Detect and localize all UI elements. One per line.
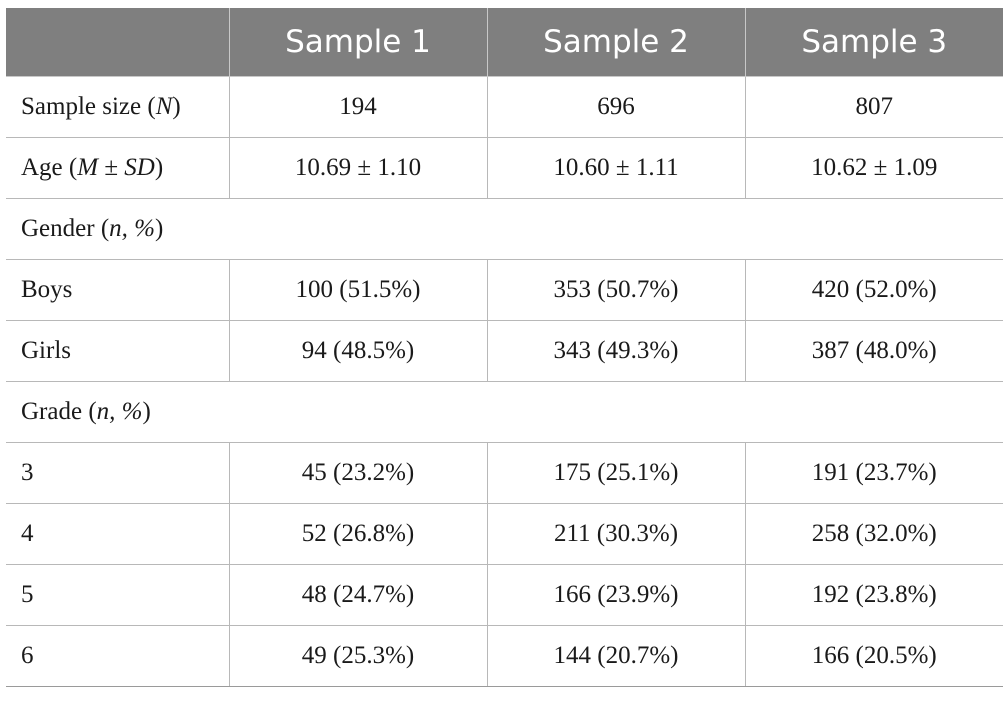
cell-value: 10.60 ± 1.11: [486, 137, 746, 199]
cell-value: 52 (26.8%): [228, 503, 488, 565]
cell-value: 144 (20.7%): [486, 625, 746, 687]
cell-value: 696: [486, 76, 746, 138]
section-label-grade: Grade (n, %): [6, 381, 1003, 443]
table-row-grade-section: Grade (n, %): [6, 381, 1003, 443]
label-text: Gender (: [21, 215, 110, 242]
table-row-girls: Girls 94 (48.5%) 343 (49.3%) 387 (48.0%): [6, 320, 1003, 382]
label-text: ): [154, 215, 164, 242]
cell-value: 194: [228, 76, 488, 138]
cell-value: 45 (23.2%): [228, 442, 488, 504]
row-label-girls: Girls: [6, 320, 230, 382]
table-row-grade-3: 3 45 (23.2%) 175 (25.1%) 191 (23.7%): [6, 442, 1003, 504]
cell-value: 175 (25.1%): [486, 442, 746, 504]
header-corner-cell: [6, 8, 230, 77]
header-sample-1: Sample 1: [228, 8, 488, 77]
cell-value: 343 (49.3%): [486, 320, 746, 382]
cell-value: 807: [744, 76, 1003, 138]
table-row-boys: Boys 100 (51.5%) 353 (50.7%) 420 (52.0%): [6, 259, 1003, 321]
row-label-grade-5: 5: [6, 564, 230, 626]
label-italic: n, %: [109, 215, 155, 242]
label-italic: M ± SD: [77, 154, 155, 181]
label-text: ): [142, 398, 151, 425]
label-text: ): [172, 93, 181, 120]
header-sample-3: Sample 3: [744, 8, 1003, 77]
row-label-sample-size: Sample size (N): [6, 76, 230, 138]
label-italic: n, %: [96, 398, 143, 425]
cell-value: 48 (24.7%): [228, 564, 488, 626]
cell-value: 353 (50.7%): [486, 259, 746, 321]
cell-value: 387 (48.0%): [744, 320, 1003, 382]
row-label-grade-6: 6: [6, 625, 230, 687]
label-italic: N: [155, 93, 173, 120]
section-label-gender: Gender (n, %): [6, 198, 1003, 260]
cell-value: 192 (23.8%): [744, 564, 1003, 626]
cell-value: 191 (23.7%): [744, 442, 1003, 504]
label-text: Sample size (: [21, 93, 156, 120]
cell-value: 258 (32.0%): [744, 503, 1003, 565]
table-row-grade-5: 5 48 (24.7%) 166 (23.9%) 192 (23.8%): [6, 564, 1003, 626]
table-row-gender-section: Gender (n, %): [6, 198, 1003, 260]
cell-value: 94 (48.5%): [228, 320, 488, 382]
row-label-grade-4: 4: [6, 503, 230, 565]
cell-value: 10.69 ± 1.10: [228, 137, 488, 199]
table-row-grade-4: 4 52 (26.8%) 211 (30.3%) 258 (32.0%): [6, 503, 1003, 565]
row-label-grade-3: 3: [6, 442, 230, 504]
demographics-table: Sample 1 Sample 2 Sample 3 Sample size (…: [6, 8, 1003, 687]
cell-value: 100 (51.5%): [228, 259, 488, 321]
cell-value: 211 (30.3%): [486, 503, 746, 565]
header-sample-2: Sample 2: [486, 8, 746, 77]
row-label-age: Age (M ± SD): [6, 137, 230, 199]
label-text: ): [154, 154, 164, 181]
cell-value: 10.62 ± 1.09: [744, 137, 1003, 199]
cell-value: 166 (20.5%): [744, 625, 1003, 687]
row-label-boys: Boys: [6, 259, 230, 321]
table-row-grade-6: 6 49 (25.3%) 144 (20.7%) 166 (20.5%): [6, 625, 1003, 687]
table-row-sample-size: Sample size (N) 194 696 807: [6, 76, 1003, 138]
cell-value: 166 (23.9%): [486, 564, 746, 626]
label-text: Age (: [21, 154, 78, 181]
label-text: Grade (: [21, 398, 97, 425]
cell-value: 49 (25.3%): [228, 625, 488, 687]
table-row-age: Age (M ± SD) 10.69 ± 1.10 10.60 ± 1.11 1…: [6, 137, 1003, 199]
header-row: Sample 1 Sample 2 Sample 3: [6, 8, 1003, 77]
cell-value: 420 (52.0%): [744, 259, 1003, 321]
